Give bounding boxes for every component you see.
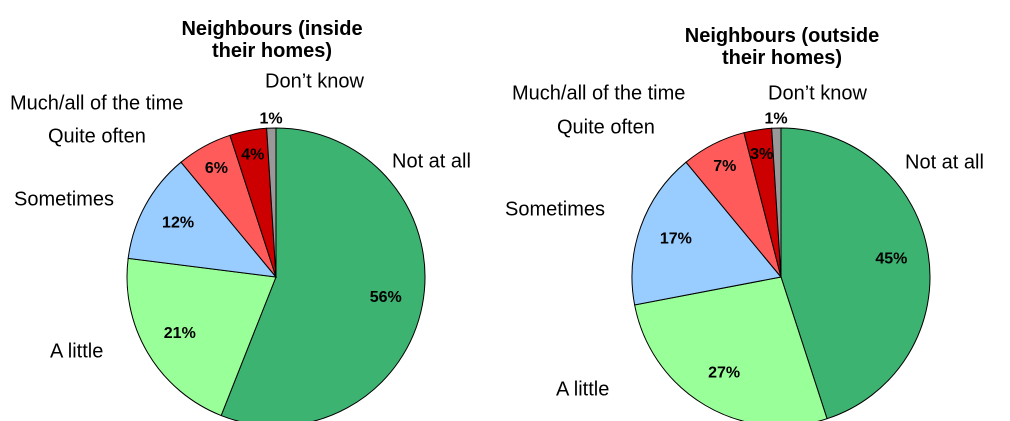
category-label: Much/all of the time bbox=[512, 82, 685, 104]
category-label: Not at all bbox=[392, 150, 471, 172]
pie-slice bbox=[266, 127, 277, 278]
category-label: Sometimes bbox=[505, 198, 605, 220]
value-label: 6% bbox=[205, 160, 228, 177]
category-label: Don’t know bbox=[265, 70, 364, 92]
category-label: Quite often bbox=[557, 116, 655, 138]
category-label: Quite often bbox=[48, 125, 146, 147]
value-label: 7% bbox=[713, 158, 736, 175]
category-label: Not at all bbox=[905, 151, 984, 173]
chart-title: Neighbours (inside their homes) bbox=[181, 18, 362, 62]
pie-slice bbox=[780, 127, 931, 420]
pie-slice bbox=[631, 161, 782, 306]
value-label: 45% bbox=[875, 251, 907, 268]
category-label: Don’t know bbox=[768, 82, 867, 104]
value-label: 56% bbox=[370, 289, 402, 306]
pie-slice bbox=[634, 276, 828, 421]
value-label: 1% bbox=[764, 110, 787, 127]
pie-slice bbox=[126, 257, 277, 417]
value-label: 3% bbox=[750, 146, 773, 163]
value-label: 4% bbox=[241, 147, 264, 164]
value-label: 17% bbox=[660, 230, 692, 247]
value-label: 12% bbox=[162, 214, 194, 231]
pie-slice bbox=[771, 127, 782, 278]
category-label: A little bbox=[556, 378, 609, 400]
chart-title: Neighbours (outside their homes) bbox=[685, 25, 879, 69]
value-label: 27% bbox=[708, 364, 740, 381]
category-label: Much/all of the time bbox=[10, 92, 183, 114]
value-label: 21% bbox=[164, 325, 196, 342]
category-label: A little bbox=[50, 340, 103, 362]
category-label: Sometimes bbox=[14, 188, 114, 210]
pie-slice bbox=[220, 127, 426, 421]
value-label: 1% bbox=[259, 110, 282, 127]
pie-slice bbox=[127, 161, 278, 278]
